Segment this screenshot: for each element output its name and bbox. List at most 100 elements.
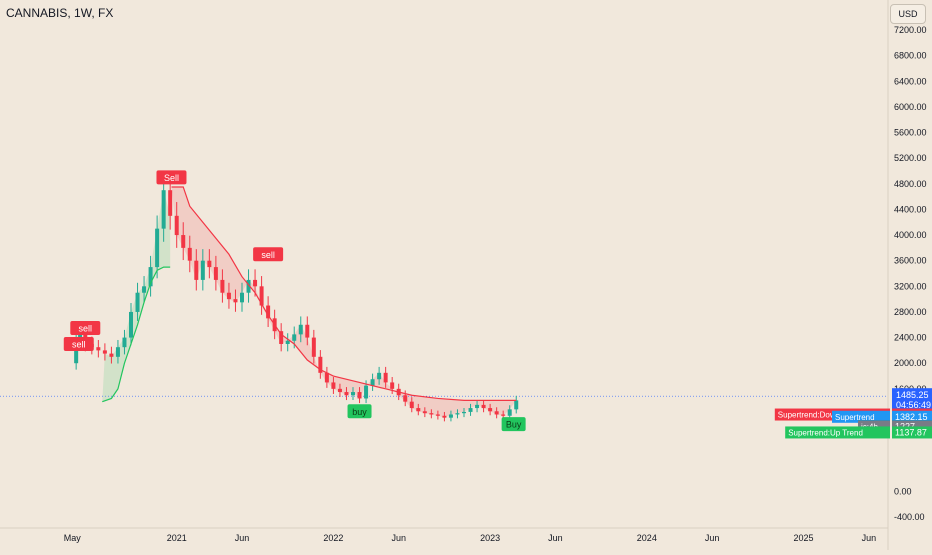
candle-body	[240, 292, 244, 303]
candle-body	[298, 324, 303, 335]
price-label-value: 1382.15	[895, 412, 928, 422]
indicator-name: Supertrend	[835, 413, 875, 422]
candle-body	[194, 260, 199, 280]
candle-body	[305, 324, 310, 338]
candle-body	[96, 347, 101, 351]
candle-body	[246, 279, 251, 293]
candle-body	[187, 247, 192, 261]
candle-body	[448, 414, 453, 418]
y-tick-label: 0.00	[894, 486, 912, 496]
x-tick-label: 2025	[794, 533, 814, 543]
y-tick-label: 6000.00	[894, 102, 927, 112]
x-tick-label: Jun	[235, 533, 250, 543]
sell-signal	[156, 170, 187, 185]
y-tick-label: -400.00	[894, 512, 925, 522]
buy-signal-label: Buy	[506, 420, 522, 430]
candle-body	[292, 334, 297, 341]
candle-body	[357, 392, 362, 399]
candle-body	[266, 305, 271, 319]
candle-body	[142, 286, 147, 293]
x-tick-label: May	[64, 533, 82, 543]
candle-body	[168, 190, 173, 216]
candle-body	[390, 382, 395, 389]
y-tick-label: 6800.00	[894, 51, 927, 61]
candle-body	[115, 347, 120, 357]
x-tick-label: Jun	[548, 533, 563, 543]
buy-signal	[347, 404, 372, 419]
y-tick-label: 5200.00	[894, 153, 927, 163]
candle-body	[409, 401, 414, 409]
candle-body	[155, 228, 160, 268]
currency-button[interactable]: USD	[890, 4, 926, 24]
supertrend-up-line	[102, 266, 171, 403]
candle-body	[475, 404, 480, 409]
candle-body	[351, 392, 355, 396]
candle-body	[494, 411, 499, 415]
indicator-name: Supertrend:Up Trend	[788, 428, 863, 437]
candle-body	[135, 292, 140, 312]
y-tick-label: 3200.00	[894, 281, 927, 291]
y-tick-label: 6400.00	[894, 76, 927, 86]
candle-body	[337, 388, 342, 393]
candle-body	[311, 337, 316, 357]
sell-signal-label: Sell	[164, 173, 179, 183]
countdown-timer: 04:56:49	[896, 400, 931, 410]
candle-body	[259, 286, 264, 306]
y-tick-label: 4400.00	[894, 204, 927, 214]
y-tick-label: 3600.00	[894, 256, 927, 266]
candle-body	[285, 340, 290, 344]
candle-body	[74, 340, 79, 364]
candle-body	[377, 372, 382, 380]
x-tick-label: Jun	[391, 533, 406, 543]
candle-body	[129, 311, 133, 338]
buy-signal-label: buy	[352, 407, 367, 417]
sell-signal-label: sell	[261, 250, 275, 260]
candle-body	[226, 292, 231, 300]
last-price-value: 1485.25	[896, 390, 929, 400]
candle-body	[181, 235, 186, 248]
price-label	[892, 426, 932, 439]
x-tick-label: 2022	[323, 533, 343, 543]
last-price-label	[892, 388, 932, 413]
candle-body	[455, 413, 460, 415]
candle-body	[435, 414, 440, 416]
candle-body	[200, 260, 205, 280]
x-tick-label: 2023	[480, 533, 500, 543]
candle-body	[148, 267, 153, 287]
candle-body	[514, 400, 519, 410]
candle-body	[501, 414, 506, 416]
y-tick-label: 2400.00	[894, 333, 927, 343]
candle-body	[279, 331, 284, 344]
indicator-name: Supertrend:Down Trend	[778, 411, 863, 420]
symbol-title: CANNABIS, 1W, FX	[6, 6, 114, 20]
candle-body	[462, 411, 466, 414]
candle-body	[416, 408, 421, 412]
candle-body	[324, 372, 329, 383]
sell-signal-label: sell	[79, 323, 93, 333]
supertrend-down-line	[171, 186, 517, 401]
candle-body	[318, 356, 323, 373]
candle-body	[207, 260, 212, 268]
candle-body	[161, 190, 166, 229]
price-label	[892, 410, 932, 423]
y-tick-label: 4800.00	[894, 179, 927, 189]
candle-body	[174, 215, 179, 236]
candle-body	[364, 385, 369, 399]
indicator-name-tag	[832, 410, 890, 423]
y-tick-label: 5600.00	[894, 128, 927, 138]
supertrend-down-fill	[171, 186, 517, 418]
price-label-value: 1137.87	[895, 427, 927, 437]
indicator-name-tag	[785, 426, 890, 439]
sell-signal	[253, 247, 284, 262]
candle-body	[213, 267, 218, 280]
candle-body	[233, 299, 238, 303]
candle-body	[488, 408, 493, 412]
sell-signal	[70, 320, 101, 335]
candle-body	[468, 408, 473, 412]
candle-body	[102, 350, 107, 354]
x-tick-label: 2024	[637, 533, 657, 543]
candle-body	[370, 379, 375, 386]
candle-body	[481, 404, 486, 409]
